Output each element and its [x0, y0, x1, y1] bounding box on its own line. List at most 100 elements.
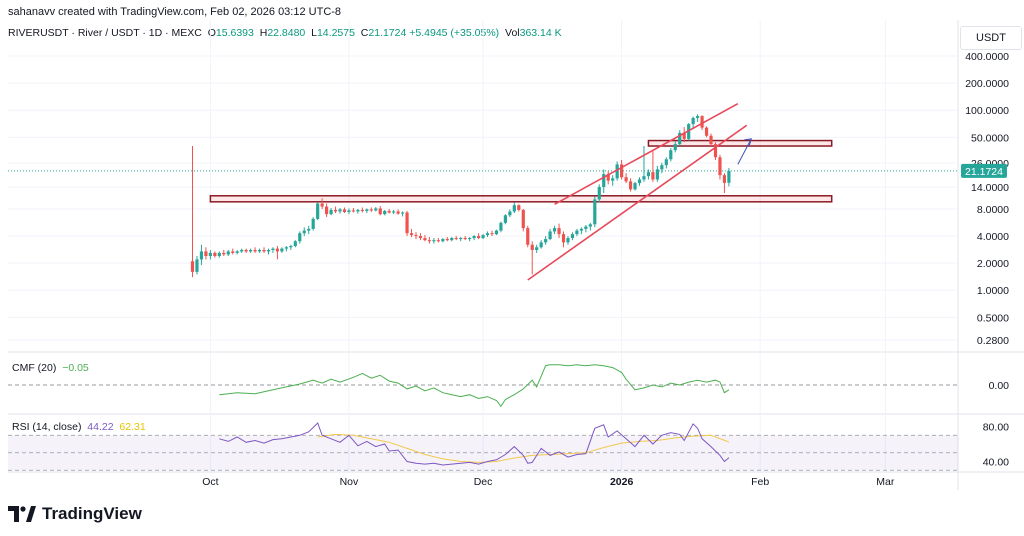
candle-body	[392, 211, 396, 213]
axes: 400.0000200.0000100.000050.000026.000014…	[202, 51, 1009, 488]
candle-body	[713, 144, 718, 158]
rsi-legend[interactable]: RSI (14, close) 44.22 62.31	[12, 421, 146, 433]
candle-body	[302, 230, 306, 234]
candle-body	[584, 226, 588, 229]
change-value: +5.4945 (+35.05%)	[409, 27, 500, 39]
rsi-ma-line	[317, 433, 730, 463]
candle-body	[552, 228, 557, 232]
price-chart[interactable]: 400.0000200.0000100.000050.000026.000014…	[0, 0, 1024, 500]
price-tick-label: 0.5000	[977, 312, 1009, 324]
time-tick-label: Feb	[751, 476, 769, 488]
candle-body	[637, 179, 642, 184]
time-tick-label: Nov	[340, 476, 359, 488]
cmf-tick-label: 0.00	[989, 380, 1010, 392]
low-value: 14.2575	[316, 27, 355, 39]
time-tick-label: Dec	[474, 476, 493, 488]
support-zone	[209, 195, 833, 203]
candle-body	[459, 238, 463, 240]
price-tick-label: 50.0000	[971, 132, 1009, 144]
close-label: C	[360, 27, 369, 39]
close-value: 21.1724	[368, 27, 407, 39]
candle-body	[530, 244, 534, 250]
projection-arrow	[737, 138, 752, 165]
high-value: 22.8480	[267, 27, 306, 39]
candle-body	[427, 240, 432, 242]
candle-body	[646, 172, 651, 177]
candle-body	[298, 233, 302, 242]
candle-body	[231, 251, 235, 253]
candle-body	[696, 116, 700, 118]
candle-body	[678, 132, 682, 145]
candle-body	[655, 169, 659, 180]
candle-body	[669, 150, 673, 160]
candle-body	[374, 208, 378, 211]
rsi-value: 44.22	[87, 421, 114, 433]
candle-body	[597, 187, 601, 200]
candle-body	[333, 209, 338, 212]
indicators	[8, 364, 958, 471]
candle-body	[378, 208, 382, 215]
price-tick-label: 4.0000	[977, 231, 1009, 243]
candle-body	[289, 246, 293, 248]
candle-body	[476, 236, 481, 239]
candle-body	[235, 251, 239, 253]
candle-body	[195, 259, 199, 272]
candle-body	[329, 209, 333, 215]
candle-body	[481, 235, 485, 239]
candle-body	[588, 224, 592, 227]
candle-body	[249, 249, 253, 252]
price-tick-label: 0.2800	[977, 335, 1009, 347]
candle-body	[383, 210, 387, 215]
price-tick-label: 8.0000	[977, 204, 1009, 216]
rsi-tick-label: 80.00	[983, 422, 1009, 434]
candle-body	[217, 252, 221, 257]
candle-body	[526, 228, 530, 245]
candle-body	[284, 247, 288, 249]
cmf-line	[219, 364, 730, 408]
candle-body	[579, 228, 583, 231]
candle-body	[544, 239, 548, 243]
candle-body	[320, 203, 324, 207]
logo-text: TradingView	[42, 504, 142, 523]
candle-body	[722, 175, 727, 183]
tradingview-logo[interactable]: TradingView	[8, 504, 142, 524]
candle-body	[222, 252, 226, 255]
price-tick-label: 400.0000	[965, 51, 1009, 63]
price-tick-label: 200.0000	[965, 78, 1009, 90]
candle-body	[418, 236, 423, 239]
volume-label: Vol	[505, 27, 520, 39]
candle-body	[508, 211, 512, 216]
candle-body	[275, 248, 280, 252]
candles	[190, 114, 731, 278]
symbol-legend: RIVERUSDT · River / USDT · 1D · MEXC O15…	[8, 27, 562, 39]
candle-body	[280, 248, 284, 252]
currency-button[interactable]: USDT	[960, 26, 1022, 50]
candle-body	[691, 117, 695, 125]
candle-body	[253, 249, 257, 252]
volume-value: 363.14 K	[519, 27, 562, 39]
candle-body	[642, 176, 646, 180]
zone-annotations	[209, 139, 833, 203]
candle-body	[682, 132, 686, 139]
candle-body	[360, 209, 364, 211]
open-label: O	[207, 27, 216, 39]
last-price-tag	[961, 163, 1007, 178]
candle-body	[204, 251, 208, 257]
candle-body	[709, 135, 713, 145]
candle-body	[539, 242, 543, 248]
candle-body	[561, 234, 566, 243]
candle-body	[409, 233, 414, 236]
candle-body	[660, 165, 664, 170]
candle-body	[718, 157, 722, 176]
candle-body	[244, 249, 248, 252]
candle-body	[557, 228, 561, 235]
candle-body	[521, 209, 525, 229]
cmf-value: −0.05	[62, 362, 89, 374]
candle-body	[566, 238, 570, 243]
candle-body	[620, 164, 624, 178]
candle-body	[575, 230, 579, 235]
symbol-title[interactable]: RIVERUSDT · River / USDT · 1D · MEXC	[8, 27, 202, 39]
cmf-legend[interactable]: CMF (20) −0.05	[12, 362, 89, 374]
chart-credit: sahanavv created with TradingView.com, F…	[8, 6, 342, 18]
wedge-lower-line	[527, 124, 748, 281]
